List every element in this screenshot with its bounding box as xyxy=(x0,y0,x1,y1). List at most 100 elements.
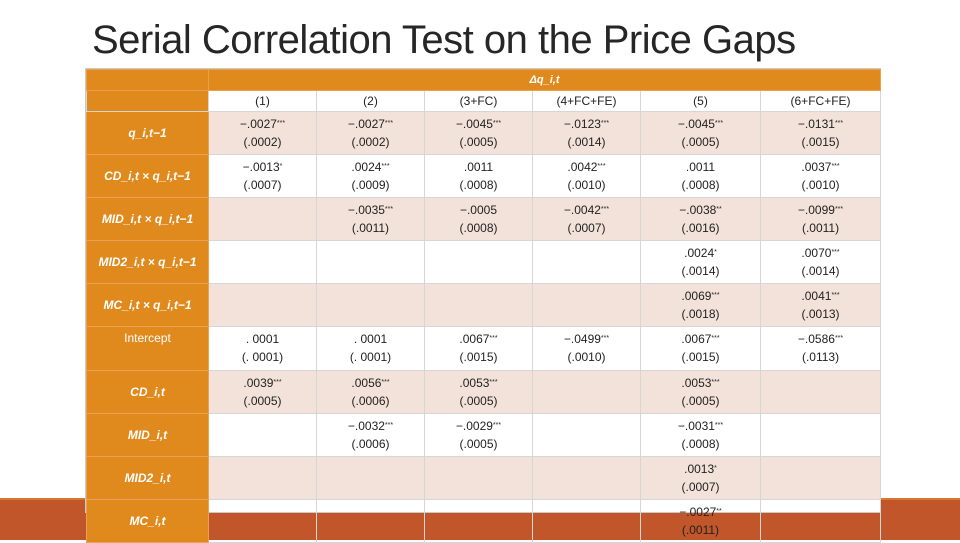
table-cell xyxy=(532,283,641,327)
significance-stars: *** xyxy=(714,120,724,127)
table-cell: .0024*** (.0009) xyxy=(316,154,425,198)
coefficient-value: .0013 xyxy=(684,462,715,476)
coefficient-value: −.0042 xyxy=(563,203,601,217)
standard-error: (.0005) xyxy=(459,135,498,149)
coefficient-value: −.0131 xyxy=(797,117,835,131)
coefficient: .0067*** xyxy=(641,330,760,348)
significance-stars: *** xyxy=(831,249,840,256)
coefficient: .0070*** xyxy=(761,244,880,262)
table-row: MID_i,t × q_i,t−1 −.0035*** (.0011) −.0005(… xyxy=(86,197,882,241)
standard-error: (.0014) xyxy=(567,135,606,149)
standard-error: (.0014) xyxy=(801,264,840,278)
table-row: q_i,t−1 −.0027*** (.0002) −.0027*** (.0002) −… xyxy=(86,111,882,155)
significance-stars: *** xyxy=(711,379,720,386)
significance-stars: *** xyxy=(711,292,720,299)
coefficient-value: .0053 xyxy=(681,376,712,390)
table-cell: .0042*** (.0010) xyxy=(532,154,641,198)
standard-error: (.0005) xyxy=(681,135,720,149)
table-cell xyxy=(759,499,882,543)
standard-error: (.0008) xyxy=(681,437,720,451)
dependent-variable-label: Δq_i,t xyxy=(207,69,882,91)
significance-stars: *** xyxy=(600,206,610,213)
coefficient: .0039*** xyxy=(209,374,316,392)
table-row: CD_i,t × q_i,t−1 −.0013* (.0007) .0024*** (.… xyxy=(86,154,882,198)
row-label: q_i,t−1 xyxy=(86,111,209,155)
row-label: CD_i,t × q_i,t−1 xyxy=(86,154,209,198)
table-row: CD_i,t .0039*** (.0005) .0056*** (.0006) .005… xyxy=(86,370,882,414)
coefficient: .0013* xyxy=(641,460,760,478)
coefficient: −.0027*** xyxy=(209,115,316,133)
standard-error: (.0015) xyxy=(681,350,720,364)
table-cell xyxy=(424,456,533,500)
significance-stars: *** xyxy=(381,379,390,386)
column-header: (6+FC+FE) xyxy=(759,90,882,112)
coefficient-value: −.0005 xyxy=(459,203,498,217)
coefficient: −.0131*** xyxy=(761,115,880,133)
table-cell xyxy=(316,283,425,327)
table-cell: .0011 (.0008) xyxy=(424,154,533,198)
coefficient-value: .0042 xyxy=(567,160,598,174)
standard-error: (.0007) xyxy=(567,221,606,235)
coefficient-value: .0039 xyxy=(243,376,274,390)
coefficient-value: −.0035 xyxy=(347,203,385,217)
significance-stars: *** xyxy=(600,120,610,127)
coefficient: .0067*** xyxy=(425,330,532,348)
coefficient: −.0027** xyxy=(641,503,760,521)
standard-error: (.0013) xyxy=(801,307,840,321)
table-cell xyxy=(208,197,317,241)
significance-stars: *** xyxy=(492,422,502,429)
coefficient: −.0035*** xyxy=(317,201,424,219)
table-cell: .0067*** (.0015) xyxy=(640,326,761,371)
coefficient: .0053*** xyxy=(425,374,532,392)
table-cell: −.0013* (.0007) xyxy=(208,154,317,198)
coefficient: −.0499*** xyxy=(533,330,640,348)
table-cell: .0067*** (.0015) xyxy=(424,326,533,371)
table-cell xyxy=(532,499,641,543)
coefficient: −.0005 xyxy=(425,201,532,219)
coefficient-value: .0011 xyxy=(463,160,494,174)
table-cell xyxy=(759,370,882,414)
table-row: MC_i,t −.0027** (.0011) xyxy=(86,499,882,543)
row-label: CD_i,t xyxy=(86,370,209,414)
table-cell xyxy=(208,456,317,500)
table-cell: −.0027*** (.0002) xyxy=(316,111,425,155)
coefficient: . 0001 xyxy=(317,330,424,348)
table-cell: . 0001 (. 0001) xyxy=(208,326,317,371)
standard-error: (.0008) xyxy=(681,178,720,192)
significance-stars: *** xyxy=(600,335,610,342)
table-cell: −.0035*** (.0011) xyxy=(316,197,425,241)
standard-error: (. 0001) xyxy=(241,350,284,364)
standard-error: (.0006) xyxy=(351,437,390,451)
significance-stars: *** xyxy=(831,292,840,299)
coefficient-value: .0037 xyxy=(801,160,832,174)
coefficient: −.0031*** xyxy=(641,417,760,435)
coefficient-value: −.0099 xyxy=(797,203,835,217)
coefficient-value: −.0045 xyxy=(455,117,493,131)
coefficient-value: .0024 xyxy=(351,160,382,174)
standard-error: (.0005) xyxy=(681,394,720,408)
column-header: (2) xyxy=(316,90,425,112)
significance-stars: *** xyxy=(384,422,394,429)
table-cell: .0041*** (.0013) xyxy=(759,283,882,327)
table-cell xyxy=(532,456,641,500)
standard-error: (.0009) xyxy=(351,178,390,192)
table-cell xyxy=(532,240,641,284)
coefficient: .0069*** xyxy=(641,287,760,305)
table-cell: −.0042*** (.0007) xyxy=(532,197,641,241)
table-cell: −.0038** (.0016) xyxy=(640,197,761,241)
row-label: MID2_i,t xyxy=(86,456,209,500)
coefficient-value: −.0499 xyxy=(563,332,601,346)
table-cell: .0053*** (.0005) xyxy=(424,370,533,414)
significance-stars: * xyxy=(714,249,717,256)
coefficient: .0041*** xyxy=(761,287,880,305)
coefficient: .0042*** xyxy=(533,158,640,176)
coefficient: −.0013* xyxy=(209,158,316,176)
column-header: (5) xyxy=(640,90,761,112)
coefficient-value: −.0032 xyxy=(347,419,385,433)
header-dependent-row: Δq_i,t xyxy=(86,69,882,91)
table-cell: .0053*** (.0005) xyxy=(640,370,761,414)
column-header: (1) xyxy=(208,90,317,112)
coefficient-value: −.0031 xyxy=(677,419,715,433)
significance-stars: *** xyxy=(834,206,844,213)
coefficient-value: −.0027 xyxy=(679,505,717,519)
